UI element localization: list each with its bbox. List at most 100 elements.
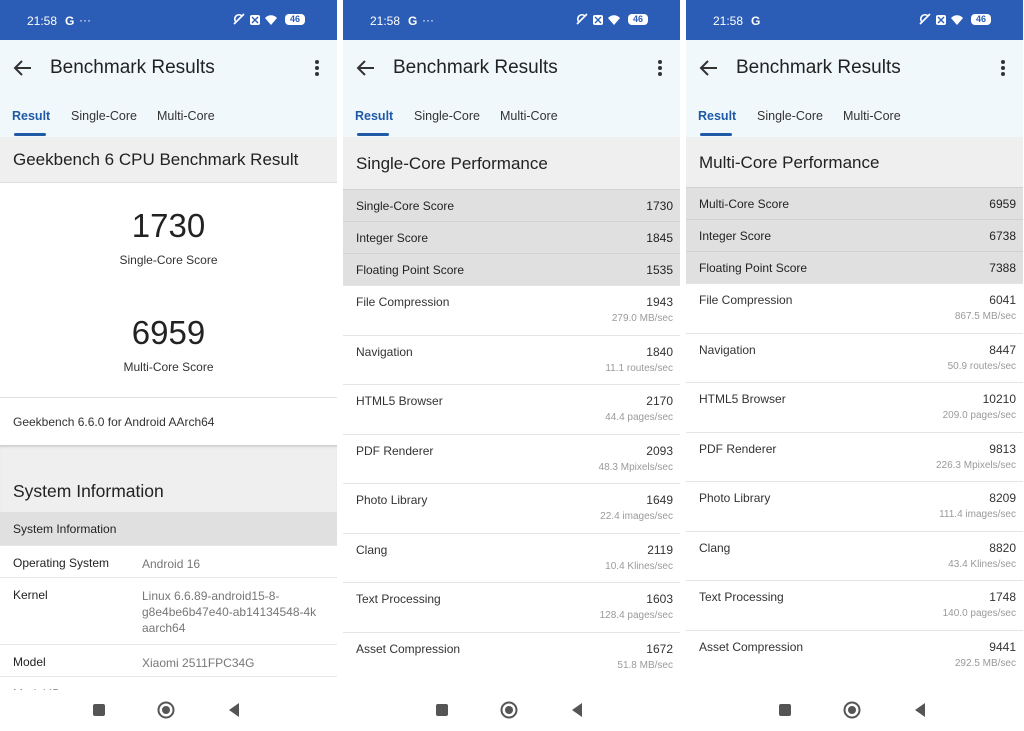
status-bar: 21:58 G 46 [686, 0, 1023, 40]
workload-rate: 50.9 routes/sec [947, 360, 1016, 372]
summary-name: Floating Point Score [699, 261, 808, 275]
tab[interactable]: Single-Core [414, 109, 481, 123]
tab-indicator [14, 133, 46, 136]
battery: 46 [285, 14, 305, 25]
summary-score: 1845 [646, 231, 673, 245]
summary-score: 1730 [646, 199, 673, 213]
workload-name: File Compression [356, 295, 450, 309]
table-header: System Information [0, 512, 337, 545]
overflow-menu[interactable] [999, 59, 1007, 77]
phone-screen: 21:58 G ··· 46 Benchmark Results Result Single… [343, 0, 680, 731]
summary-score: 7388 [989, 261, 1016, 275]
summary-score: 6959 [989, 197, 1016, 211]
tab[interactable]: Multi-Core [157, 109, 215, 123]
system-section: System Information System Information Oper… [0, 445, 337, 690]
nav-home[interactable] [157, 701, 175, 719]
section-header: Single-Core Performance [343, 137, 680, 189]
tab[interactable]: Multi-Core [843, 109, 901, 123]
workload-rate: 128.4 pages/sec [599, 610, 673, 621]
workload-row: HTML5 Browser 10210 209.0 pages/sec [686, 382, 1023, 432]
workload-row: PDF Renderer 2093 48.3 Mpixels/sec [343, 433, 680, 483]
info-key: Operating System [13, 556, 110, 570]
status-icons [575, 13, 635, 27]
overflow-menu[interactable] [656, 59, 664, 77]
status-time: 21:58 [27, 14, 58, 28]
status-bar: 21:58 G ··· 46 [0, 0, 337, 40]
overflow-menu[interactable] [313, 59, 321, 77]
workload-score: 1603 [646, 592, 673, 606]
workload-score: 1672 [646, 641, 673, 656]
workload-name: HTML5 Browser [356, 394, 443, 408]
nav-back[interactable] [913, 702, 927, 718]
nav-recents[interactable] [435, 703, 449, 717]
navigation-bar [686, 690, 1023, 731]
summary-name: Floating Point Score [356, 263, 465, 277]
content: Geekbench 6 CPU Benchmark Result 1730 Sing… [0, 137, 337, 690]
workload-score: 2170 [646, 394, 673, 408]
workload-row: Navigation 8447 50.9 routes/sec [686, 332, 1023, 382]
info-key: Kernel [13, 588, 48, 602]
status-icons [232, 13, 292, 27]
summary-name: Single-Core Score [356, 199, 455, 213]
info-row: Model Xiaomi 2511FPC34G [0, 644, 337, 677]
tab[interactable]: Single-Core [71, 109, 138, 123]
app-bar: Benchmark Results Result Single-Core Multi-… [343, 40, 680, 137]
workload-row: HTML5 Browser 2170 44.4 pages/sec [343, 384, 680, 434]
workload-row: Clang 8820 43.4 Klines/sec [686, 530, 1023, 580]
nav-back[interactable] [570, 702, 584, 718]
nav-back[interactable] [227, 702, 241, 718]
workload-name: Asset Compression [356, 641, 461, 656]
workload-row: File Compression 1943 279.0 MB/sec [343, 285, 680, 335]
workload-row: Photo Library 8209 111.4 images/sec [686, 481, 1023, 531]
section-header: Multi-Core Performance [686, 137, 1023, 187]
summary-row: Multi-Core Score 6959 [686, 187, 1023, 219]
info-row: Kernel Linux 6.6.89-android15-8-g8e4be6b4… [0, 577, 337, 645]
workload-rate: 48.3 Mpixels/sec [598, 461, 673, 473]
info-value: Xiaomi 2511FPC34G [142, 656, 255, 670]
workload-rate: 209.0 pages/sec [942, 410, 1016, 421]
tab[interactable]: Multi-Core [500, 109, 558, 123]
nav-recents[interactable] [778, 703, 792, 717]
info-row: Operating System Android 16 [0, 545, 337, 578]
workload-name: Navigation [699, 342, 756, 357]
workload-name: Text Processing [356, 592, 441, 606]
tab[interactable]: Single-Core [757, 109, 824, 123]
workload-rate: 292.5 MB/sec [954, 657, 1016, 669]
info-value: Xiaomi 2511FPC34G [142, 687, 324, 690]
workload-rate: 51.8 MB/sec [617, 659, 673, 671]
navigation-bar [0, 690, 337, 731]
workload-name: Clang [356, 542, 388, 557]
nav-home[interactable] [500, 701, 518, 719]
info-row: Model ID Xiaomi 2511FPC34G [0, 676, 337, 690]
status-time: 21:58 [713, 14, 744, 28]
nav-recents[interactable] [92, 703, 106, 717]
back-button[interactable] [699, 59, 719, 77]
workload-row: Text Processing 1603 128.4 pages/sec [343, 582, 680, 632]
workload-score: 1649 [646, 493, 673, 507]
section-title: Geekbench 6 CPU Benchmark Result [13, 150, 299, 169]
section-title: Single-Core Performance [356, 154, 548, 173]
score-label: Single-Core Score [119, 253, 218, 267]
workload-name: Text Processing [699, 590, 784, 604]
tab[interactable]: Result [12, 109, 51, 123]
workload-row: Asset Compression 9441 292.5 MB/sec [686, 629, 1023, 679]
back-button[interactable] [356, 59, 376, 77]
score-value: 1730 [131, 207, 206, 244]
workload-score: 1748 [989, 590, 1016, 604]
workload-name: Photo Library [699, 491, 771, 505]
workload-score: 8447 [989, 342, 1016, 357]
status-carrier: G [65, 14, 75, 28]
workload-name: PDF Renderer [699, 441, 777, 456]
workload-row: Clang 2119 10.4 Klines/sec [343, 532, 680, 582]
content: Multi-Core Performance Multi-Core Score 69… [686, 137, 1023, 690]
workload-score: 2119 [647, 542, 673, 557]
tab[interactable]: Result [698, 109, 737, 123]
app-title: Benchmark Results [50, 57, 215, 78]
workload-name: Asset Compression [699, 639, 804, 654]
back-button[interactable] [13, 59, 33, 77]
nav-home[interactable] [843, 701, 861, 719]
tab[interactable]: Result [355, 109, 394, 123]
workload-rate: 44.4 pages/sec [605, 412, 673, 423]
workload-score: 9813 [989, 441, 1016, 456]
